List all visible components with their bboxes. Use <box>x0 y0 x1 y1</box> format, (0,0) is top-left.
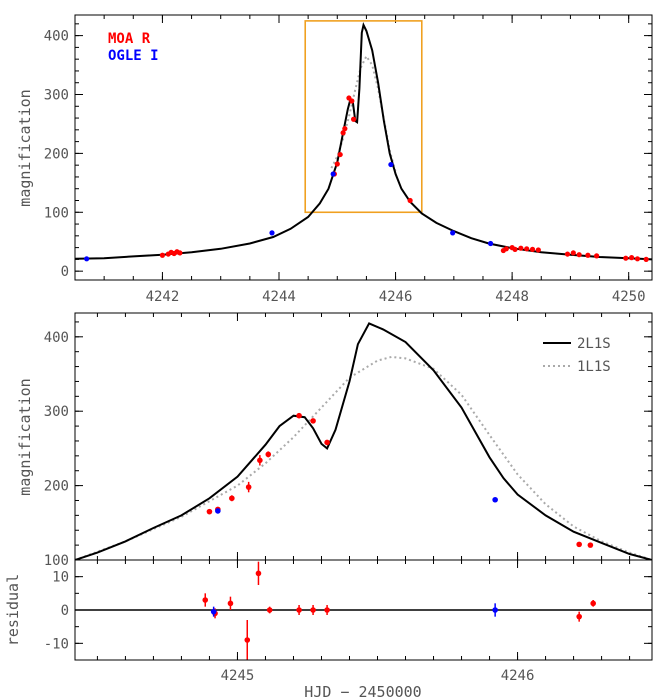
overview-x-tick-label: 4248 <box>495 289 529 305</box>
residual-moa-point <box>576 613 582 620</box>
legend-moa-r: MOA R <box>108 31 151 47</box>
overview-ogle-point <box>450 230 456 236</box>
overview-moa-point <box>518 245 524 251</box>
overview-moa-point <box>629 255 635 261</box>
residual-moa-point <box>266 607 273 613</box>
overview-y-tick-label: 0 <box>61 264 69 280</box>
overview-moa-point <box>623 255 629 261</box>
residual-moa-point <box>324 607 330 613</box>
zoom-moa-point <box>296 412 302 419</box>
residual-x-tick-label: 4246 <box>501 668 535 684</box>
zoom-moa-point <box>324 439 330 446</box>
residual-moa-point <box>227 600 234 607</box>
overview-moa-point <box>524 246 530 252</box>
overview-frame <box>74 14 653 281</box>
zoom-y-tick-label: 200 <box>44 479 69 495</box>
zoom-moa-point <box>310 418 316 424</box>
overview-moa-point <box>529 246 536 252</box>
overview-moa-point <box>349 98 355 104</box>
residual-moa-point <box>255 570 262 577</box>
overview-y-tick-label: 400 <box>44 29 69 45</box>
overview-x-tick-label: 4246 <box>379 289 413 305</box>
overview-ogle-point <box>487 240 494 247</box>
overview-moa-point <box>512 246 518 252</box>
overview-moa-point <box>334 161 340 167</box>
zoom-moa-point <box>265 451 272 458</box>
overview-moa-point <box>407 197 413 204</box>
zoom-region-box <box>304 20 423 214</box>
zoom-moa-point <box>245 484 252 490</box>
zoom-1l1s-curve <box>75 355 652 560</box>
zoom-moa-point <box>257 457 263 464</box>
overview-x-tick-label: 4250 <box>612 289 646 305</box>
overview-ogle-point <box>388 161 394 168</box>
overview-moa-point <box>342 126 348 132</box>
zoom-y-tick-label: 100 <box>44 553 69 569</box>
residual-y-tick-label: 0 <box>61 603 69 619</box>
overview-y-tick-label: 300 <box>44 88 69 104</box>
legend-ogle-i: OGLE I <box>108 48 159 64</box>
overview-moa-point <box>564 251 571 257</box>
residual-frame <box>74 559 653 661</box>
overview-x-tick-label: 4242 <box>146 289 180 305</box>
overview-moa-point <box>585 252 591 258</box>
overview-1l1s-curve <box>330 54 397 173</box>
overview-y-tick-label: 200 <box>44 146 69 162</box>
legend-2l1s-label: 2L1S <box>577 336 611 352</box>
overview-ogle-point <box>84 256 90 262</box>
x-axis-title: HJD − 2450000 <box>304 683 421 700</box>
zoom-moa-point <box>587 542 594 548</box>
overview-moa-point <box>594 253 600 259</box>
overview-moa-point <box>350 116 357 122</box>
residual-moa-point <box>310 607 316 613</box>
overview-moa-point <box>643 256 649 262</box>
overview-moa-point <box>159 252 166 258</box>
residual-moa-point <box>244 637 251 643</box>
residual-ogle-point <box>210 608 217 615</box>
zoom-ogle-point <box>215 508 221 514</box>
residual-y-tick-label: -10 <box>44 636 69 652</box>
residual-ogle-point <box>492 607 498 613</box>
overview-ogle-point <box>330 171 336 177</box>
overview-moa-point <box>634 256 641 262</box>
residual-moa-point <box>296 607 302 613</box>
zoom-y-axis-title: magnification <box>16 378 34 495</box>
overview-x-tick-label: 4244 <box>262 289 296 305</box>
residual-x-tick-label: 4245 <box>221 668 255 684</box>
zoom-ogle-point <box>492 496 498 503</box>
overview-2l1s-curve <box>75 21 652 261</box>
overview-y-tick-label: 100 <box>44 205 69 221</box>
zoom-moa-point <box>229 495 235 502</box>
overview-moa-point <box>340 130 346 136</box>
overview-moa-point <box>535 247 541 253</box>
legend-1l1s-label: 1L1S <box>577 359 611 375</box>
zoom-frame <box>74 312 653 561</box>
overview-moa-point <box>337 151 343 158</box>
zoom-2l1s-curve <box>75 322 652 560</box>
residual-y-tick-label: 10 <box>52 570 69 586</box>
overview-moa-point <box>576 252 582 258</box>
zoom-moa-point <box>206 508 213 515</box>
overview-ogle-point <box>269 230 275 236</box>
residual-moa-point <box>590 600 596 607</box>
overview-moa-point <box>503 246 509 252</box>
residual-y-axis-title: residual <box>4 574 22 646</box>
overview-moa-point <box>177 250 183 256</box>
residual-moa-point <box>202 597 209 603</box>
overview-moa-point <box>570 250 576 256</box>
zoom-y-tick-label: 300 <box>44 404 69 420</box>
zoom-moa-point <box>576 541 582 548</box>
zoom-y-tick-label: 400 <box>44 330 69 346</box>
overview-y-axis-title: magnification <box>16 89 34 206</box>
